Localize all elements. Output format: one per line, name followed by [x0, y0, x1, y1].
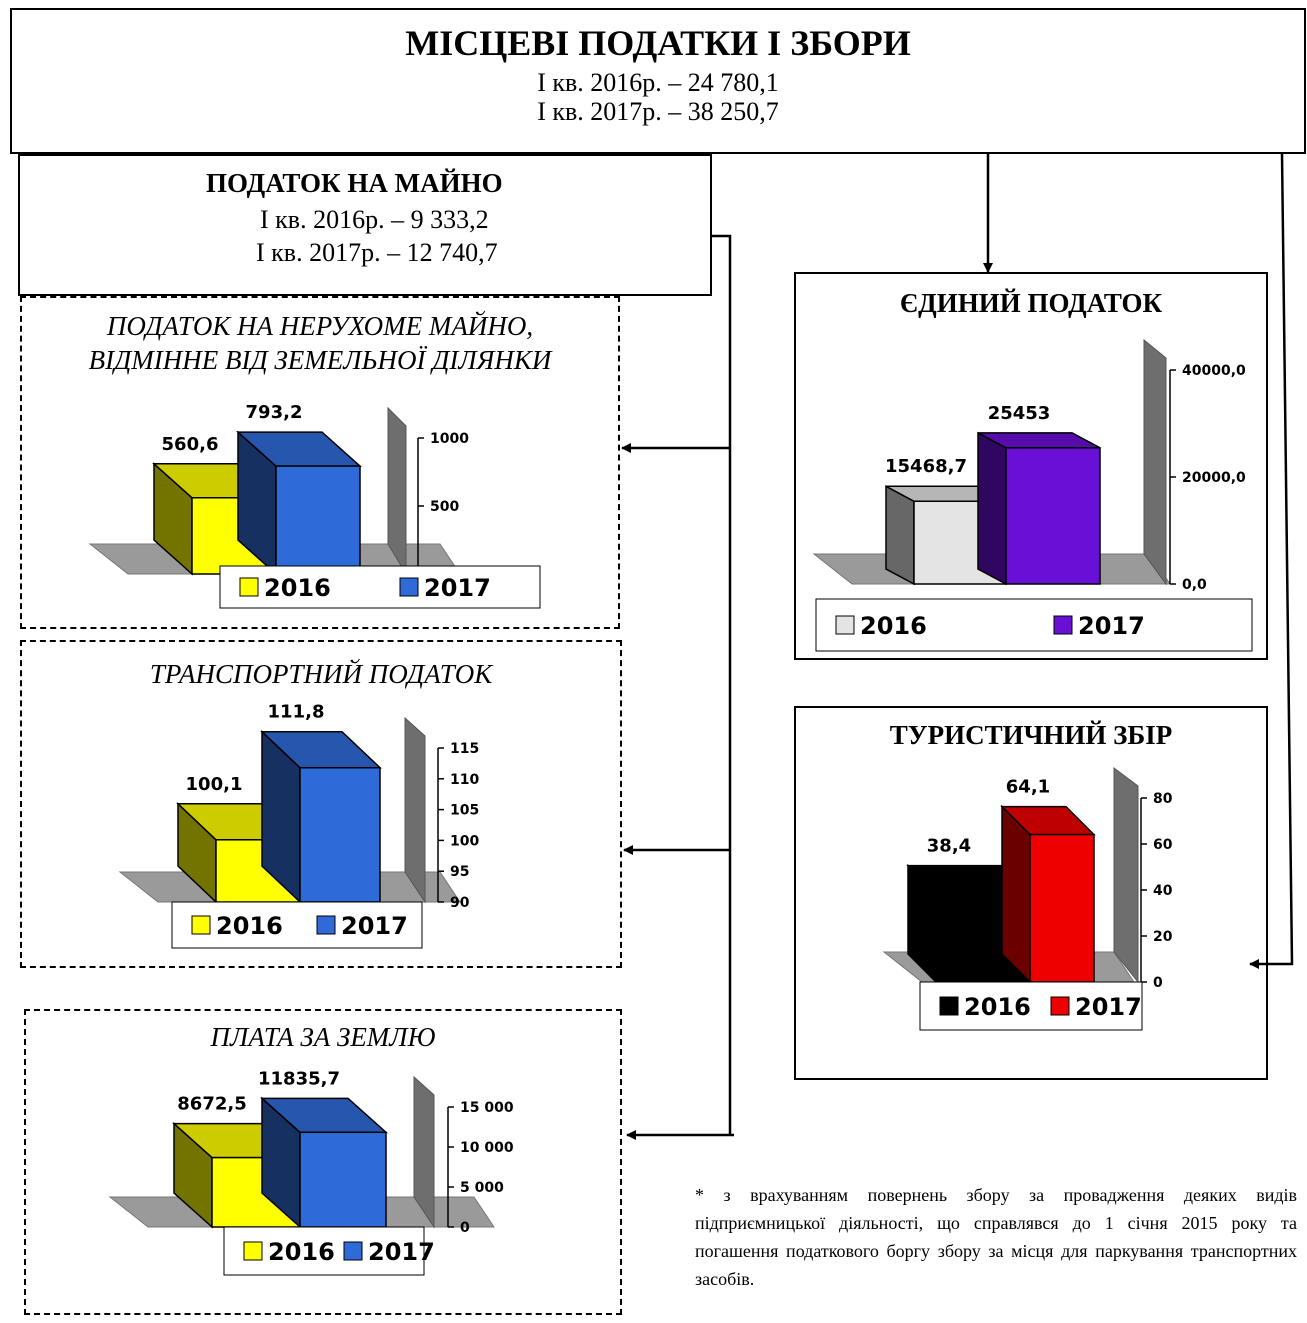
realestate-panel: ПОДАТОК НА НЕРУХОМЕ МАЙНО, ВІДМІННЕ ВІД …: [20, 296, 620, 629]
bar-value-label: 38,4: [927, 836, 971, 857]
y-tick-label: 500: [430, 499, 459, 515]
realestate-chart: 500 1000 560,6 793,2 2016 2017: [88, 402, 541, 609]
header-2016-total: І кв. 2016р. – 24 780,1: [537, 67, 779, 97]
bar-value-label: 15468,7: [885, 456, 967, 477]
chart-back-wall: [413, 1075, 435, 1229]
legend-label-2016: 2016: [268, 1238, 335, 1266]
legend-box: [815, 598, 1253, 652]
legend-swatch-2016: [243, 1241, 263, 1261]
bar-2017: [299, 1131, 387, 1228]
tourist-fee-title: ТУРИСТИЧНИЙ ЗБІР: [889, 720, 1173, 750]
y-tick-label: 80: [1153, 791, 1173, 807]
y-tick-label: 0: [460, 1220, 470, 1236]
legend-swatch-2016: [835, 615, 855, 635]
property-tax-2016: І кв. 2016р. – 9 333,2: [260, 205, 489, 234]
y-tick-label: 95: [450, 864, 469, 880]
legend-swatch-2017: [343, 1241, 363, 1261]
y-tick-label: 15 000: [460, 1100, 514, 1116]
legend-label-2017: 2017: [368, 1238, 435, 1266]
property-tax-2017: І кв. 2017р. – 12 740,7: [256, 238, 498, 267]
y-tick-label: 40: [1153, 883, 1173, 899]
tourist-connector-line: [1249, 153, 1294, 969]
y-tick-label: 90: [450, 895, 470, 911]
y-tick-label: 0: [1153, 975, 1163, 991]
transport-title: ТРАНСПОРТНИЙ ПОДАТОК: [149, 659, 493, 689]
legend-box: [219, 565, 541, 609]
transport-chart: 90 95 100 105 110 115 100,1 111,8 2016 2017: [118, 702, 479, 949]
land-panel: ПЛАТА ЗА ЗЕМЛЮ 0 5 000 10 000 15 000 8672,5 1…: [24, 1009, 622, 1315]
chart-back-wall: [404, 716, 426, 904]
land-chart: 0 5 000 10 000 15 000 8672,5 11835,7 2016 2017: [108, 1068, 514, 1276]
realestate-title-line1: ПОДАТОК НА НЕРУХОМЕ МАЙНО,: [106, 311, 534, 341]
legend-label-2016: 2016: [964, 993, 1031, 1021]
legend-swatch-2016: [939, 996, 959, 1016]
property-connector-trunk: [712, 234, 732, 1135]
legend-label-2017: 2017: [424, 574, 491, 602]
legend-box: [223, 1226, 425, 1276]
legend-swatch-2017: [1050, 996, 1070, 1016]
bar-value-label: 793,2: [246, 402, 303, 423]
property-tax-title: ПОДАТОК НА МАЙНО: [206, 168, 503, 198]
legend-swatch-2017: [1053, 615, 1073, 635]
bar-value-label: 64,1: [1006, 777, 1050, 798]
y-tick-label: 100: [450, 833, 479, 849]
bar-value-label: 11835,7: [258, 1068, 340, 1089]
legend-label-2016: 2016: [264, 574, 331, 602]
bar-value-label: 560,6: [162, 434, 219, 455]
y-tick-label: 60: [1153, 837, 1173, 853]
y-tick-label: 20000,0: [1182, 470, 1246, 486]
bar-2017: [1005, 447, 1101, 585]
tourist-fee-panel: ТУРИСТИЧНИЙ ЗБІР 0 20 40 60 80 38,4 64,1 2016 20…: [794, 706, 1268, 1080]
legend-label-2017: 2017: [341, 912, 408, 940]
y-tick-label: 1000: [430, 431, 469, 447]
legend-box: [171, 901, 423, 949]
single-tax-panel: ЄДИНИЙ ПОДАТОК 0,0 20000,0 40000,0 15468,7 2…: [794, 272, 1268, 660]
chart-back-wall: [1143, 338, 1167, 586]
y-tick-label: 40000,0: [1182, 363, 1246, 379]
realestate-title-line2: ВІДМІННЕ ВІД ЗЕМЕЛЬНОЇ ДІЛЯНКИ: [88, 344, 552, 375]
bar-value-label: 25453: [988, 403, 1051, 424]
single-tax-chart: 0,0 20000,0 40000,0 15468,7 25453 2016 2017: [812, 338, 1253, 652]
page-title: МІСЦЕВІ ПОДАТКИ І ЗБОРИ: [405, 23, 911, 63]
bar-value-label: 111,8: [268, 702, 325, 723]
legend-swatch-2016: [191, 915, 211, 935]
header-box: МІСЦЕВІ ПОДАТКИ І ЗБОРИ І кв. 2016р. – 2…: [10, 8, 1306, 154]
legend-label-2016: 2016: [216, 912, 283, 940]
bar-value-label: 8672,5: [177, 1094, 246, 1115]
header-2017-total: І кв. 2017р. – 38 250,7: [537, 97, 779, 127]
y-tick-label: 115: [450, 741, 479, 757]
bar-2017: [1029, 833, 1095, 983]
y-tick-label: 5 000: [460, 1180, 504, 1196]
legend-label-2016: 2016: [860, 612, 927, 640]
single-tax-title: ЄДИНИЙ ПОДАТОК: [899, 288, 1163, 318]
legend-label-2017: 2017: [1075, 993, 1142, 1021]
realestate-title: ПОДАТОК НА НЕРУХОМЕ МАЙНО, ВІДМІННЕ ВІД …: [22, 310, 618, 378]
land-title: ПЛАТА ЗА ЗЕМЛЮ: [210, 1022, 436, 1052]
legend-swatch-2016: [239, 577, 259, 597]
property-tax-box: ПОДАТОК НА МАЙНО І кв. 2016р. – 9 333,2 …: [18, 154, 712, 296]
legend-swatch-2017: [316, 915, 336, 935]
y-tick-label: 0,0: [1182, 577, 1207, 593]
footnote: * з врахуванням повернень збору за прова…: [695, 1185, 1297, 1289]
legend-swatch-2017: [399, 577, 419, 597]
transport-panel: ТРАНСПОРТНИЙ ПОДАТОК 90 95 100 105 110 115 100…: [20, 640, 622, 968]
legend-label-2017: 2017: [1078, 612, 1145, 640]
y-tick-label: 110: [450, 772, 479, 788]
bar-2017: [299, 766, 381, 903]
y-tick-label: 20: [1153, 929, 1173, 945]
bar-value-label: 100,1: [186, 774, 243, 795]
tourist-fee-chart: 0 20 40 60 80 38,4 64,1 2016 2017: [882, 767, 1173, 1031]
y-tick-label: 105: [450, 803, 479, 819]
y-tick-label: 10 000: [460, 1140, 514, 1156]
